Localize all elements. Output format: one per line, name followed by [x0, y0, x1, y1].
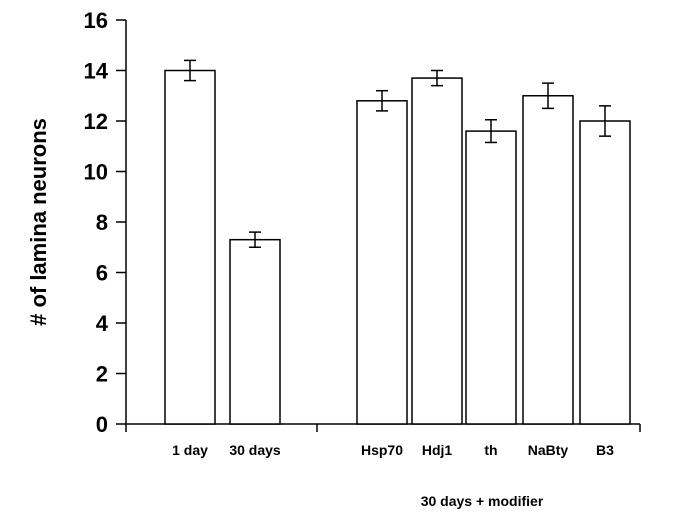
- y-tick-label: 8: [96, 210, 108, 235]
- bar: [522, 95, 574, 425]
- bar: [465, 130, 517, 425]
- x-tick-label: Hdj1: [422, 442, 453, 458]
- x-tick-label: NaBty: [528, 442, 569, 458]
- x-tick-label: th: [484, 442, 497, 458]
- group-label: 30 days + modifier: [421, 493, 544, 509]
- y-tick-label: 12: [84, 109, 108, 134]
- error-bars: [184, 59, 611, 248]
- y-axis: 0 2 4 6 8 10 12 14 16: [84, 8, 127, 437]
- x-tick-labels: 1 day 30 days Hsp70 Hdj1 th NaBty B3: [172, 442, 614, 458]
- x-tick-label: 30 days: [229, 442, 281, 458]
- bar: [229, 238, 281, 425]
- y-tick-label: 10: [84, 160, 108, 185]
- x-tick-label: B3: [596, 442, 614, 458]
- bar: [164, 69, 216, 425]
- x-tick-label: Hsp70: [361, 442, 403, 458]
- y-tick-label: 14: [84, 59, 109, 84]
- y-tick-label: 4: [96, 311, 109, 336]
- y-tick-label: 0: [96, 412, 108, 437]
- bar: [579, 120, 631, 425]
- bar: [411, 77, 463, 425]
- y-tick-label: 16: [84, 8, 108, 33]
- bars: [164, 69, 631, 425]
- y-tick-label: 2: [96, 362, 108, 387]
- x-axis: [125, 423, 641, 432]
- y-axis-label: # of lamina neurons: [26, 118, 51, 326]
- bar: [356, 100, 408, 425]
- x-tick-label: 1 day: [172, 442, 208, 458]
- y-tick-label: 6: [96, 261, 108, 286]
